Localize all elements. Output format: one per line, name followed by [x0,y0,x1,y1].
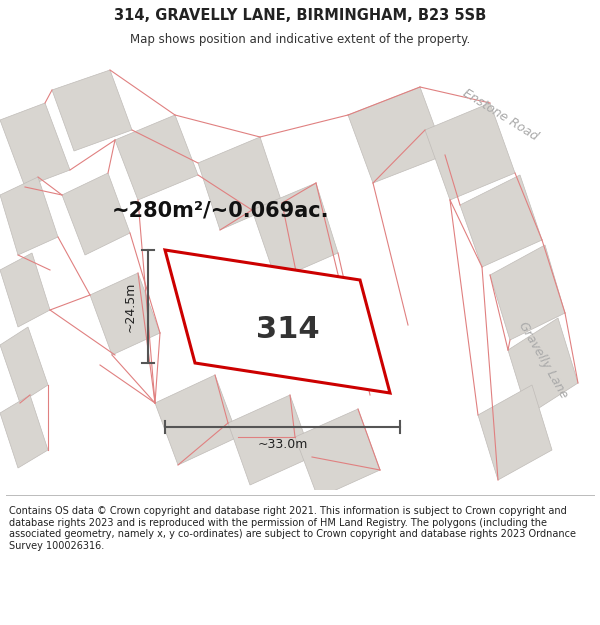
Polygon shape [52,70,132,151]
Text: ~33.0m: ~33.0m [257,439,308,451]
Polygon shape [295,409,380,498]
Polygon shape [115,115,198,200]
Polygon shape [198,137,282,230]
Polygon shape [0,177,58,255]
Text: Contains OS data © Crown copyright and database right 2021. This information is : Contains OS data © Crown copyright and d… [9,506,576,551]
Polygon shape [425,103,515,200]
Polygon shape [490,245,565,340]
Text: Enstone Road: Enstone Road [460,87,540,143]
Polygon shape [508,318,578,415]
Text: 314: 314 [256,315,319,344]
Polygon shape [155,375,238,465]
Polygon shape [90,273,160,355]
Polygon shape [228,395,312,485]
Text: 314, GRAVELLY LANE, BIRMINGHAM, B23 5SB: 314, GRAVELLY LANE, BIRMINGHAM, B23 5SB [114,8,486,23]
Text: ~24.5m: ~24.5m [124,281,137,332]
Text: Gravelly Lane: Gravelly Lane [516,319,570,401]
Polygon shape [0,253,50,327]
Polygon shape [62,173,130,255]
Polygon shape [165,250,390,393]
Polygon shape [0,327,48,403]
Text: Map shows position and indicative extent of the property.: Map shows position and indicative extent… [130,33,470,46]
Polygon shape [460,175,542,267]
Polygon shape [252,183,338,280]
Polygon shape [0,103,70,187]
Polygon shape [478,385,552,480]
Polygon shape [0,395,48,468]
Polygon shape [348,87,445,183]
Text: ~280m²/~0.069ac.: ~280m²/~0.069ac. [111,200,329,220]
